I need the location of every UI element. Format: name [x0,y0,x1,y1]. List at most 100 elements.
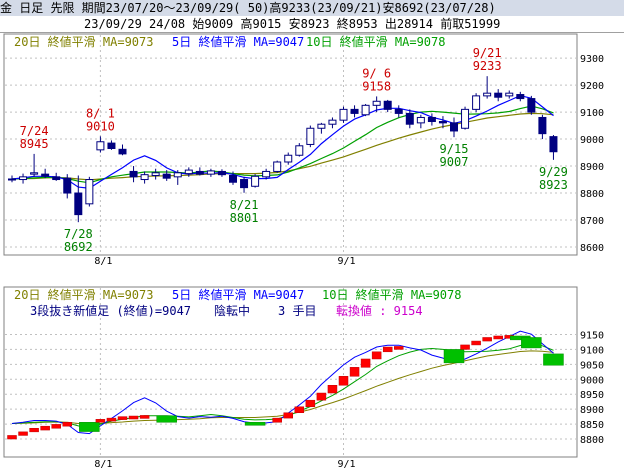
top-candle-body [494,92,503,98]
top-candle-body [52,176,61,181]
bottom-legend-ma5: 5日 終値平滑 MA=9047 [172,287,304,302]
top-candle-body [538,116,547,135]
bottom-brick [156,415,177,423]
bottom-brick [79,422,100,432]
top-candle-body [317,123,326,129]
top-candle-body [173,172,182,178]
bottom-brick [371,351,382,360]
top-annotation-date: 7/24 [20,124,49,138]
top-candle-body [284,154,293,163]
top-candle-body [151,172,160,176]
bottom-brick [382,346,393,353]
top-legend-ma10: 10日 終値平滑 MA=9078 [306,34,445,49]
top-annotation-value: 8801 [230,211,259,225]
top-candle-body [195,170,204,175]
top-candle-body [8,178,16,181]
top-candle-body [527,98,536,113]
bottom-brick [349,367,360,377]
top-candle-body [438,121,447,124]
top-candle-body [19,176,28,181]
kagi-count: 3 手目 [278,304,316,318]
top-candle-body [483,92,492,97]
bottom-brick [338,376,349,386]
top-candle-body [129,170,138,178]
top-candle-body [107,142,116,149]
top-candle-body [361,104,370,116]
bottom-brick [95,419,106,423]
top-candles [8,76,558,223]
kagi-reversal: 転換値 : 9154 [336,303,423,318]
top-y-tick-label: 8700 [580,216,604,227]
bottom-y-tick-label: 9050 [580,360,604,371]
top-candle-body [372,100,381,106]
bottom-legend-ma10: 10日 終値平滑 MA=9078 [322,287,461,302]
bottom-y-tick-label: 8950 [580,390,604,401]
bottom-brick [106,417,117,422]
top-candle-body [63,177,72,194]
top-candle-body [251,175,260,187]
bottom-bricks [7,335,564,440]
top-candle-body [383,100,392,110]
top-candle-body [295,145,304,156]
bottom-legend-ma20: 20日 終値平滑 MA=9073 [14,287,153,302]
bottom-brick [327,385,338,394]
top-annotation-value: 8945 [20,137,49,151]
top-candle-body [450,122,458,132]
top-candle-body [350,108,359,114]
top-annotation-date: 9/21 [473,46,502,60]
bottom-y-tick-label: 8900 [580,405,604,416]
bottom-y-tick-label: 9000 [580,375,604,386]
top-candle-body [405,112,414,125]
bottom-brick [18,431,28,436]
kagi-label: 3段抜き新値足 (終値)=9047 [30,303,191,318]
bottom-brick [360,358,371,368]
top-annotation-value: 9010 [86,119,115,133]
bottom-brick [283,412,293,419]
top-annotation-date: 8/ 1 [86,106,115,120]
bottom-x-tick-label: 8/1 [94,459,112,470]
top-candle-body [217,170,226,176]
bottom-y-axis: 8800 8850 8900 8950 9000 9050 9100 9150 [580,330,604,446]
bottom-brick [29,428,39,433]
top-y-tick-label: 9000 [580,135,604,146]
top-annotation-value: 8692 [64,240,93,254]
kagi-status: 陰転中 [214,303,250,318]
top-candle-body [162,173,171,179]
top-candle-body [306,127,315,145]
bottom-brick [62,422,72,427]
top-x-tick-label: 9/1 [338,256,356,267]
bottom-brick [316,392,327,401]
bottom-brick [40,425,50,431]
top-candle-body [30,172,39,175]
bottom-brick [521,337,542,349]
top-annotation-date: 9/ 6 [362,66,391,80]
top-x-axis: 8/1 9/1 [94,256,355,267]
bottom-brick [471,340,481,346]
top-y-tick-label: 9300 [580,54,604,65]
top-annotation-value: 9158 [362,79,391,93]
top-y-tick-label: 8800 [580,189,604,200]
header-line-2: 23/09/29 24/08 始9009 高9015 安8923 終8953 出… [0,16,624,33]
bottom-brick [394,346,404,350]
bottom-brick [272,417,282,423]
top-candle-body [229,174,237,183]
top-candle-body [461,108,470,129]
top-candle-body [549,136,558,153]
header-ohlc: 23/09/29 24/08 始9009 高9015 安8923 終8953 出… [84,17,501,31]
bottom-brick [244,422,266,426]
top-y-tick-label: 8900 [580,162,604,173]
top-candle-body [140,174,149,181]
top-candle-body [96,141,105,151]
bottom-y-tick-label: 9100 [580,345,604,356]
top-candle-body [41,173,50,177]
top-candle-body [505,92,514,97]
bottom-brick [139,415,150,419]
bottom-brick [128,415,139,420]
top-y-tick-label: 9200 [580,81,604,92]
bottom-x-tick-label: 9/1 [338,459,356,470]
bottom-y-tick-label: 8850 [580,420,604,431]
top-y-tick-label: 8600 [580,243,604,254]
top-candle-body [427,116,436,123]
